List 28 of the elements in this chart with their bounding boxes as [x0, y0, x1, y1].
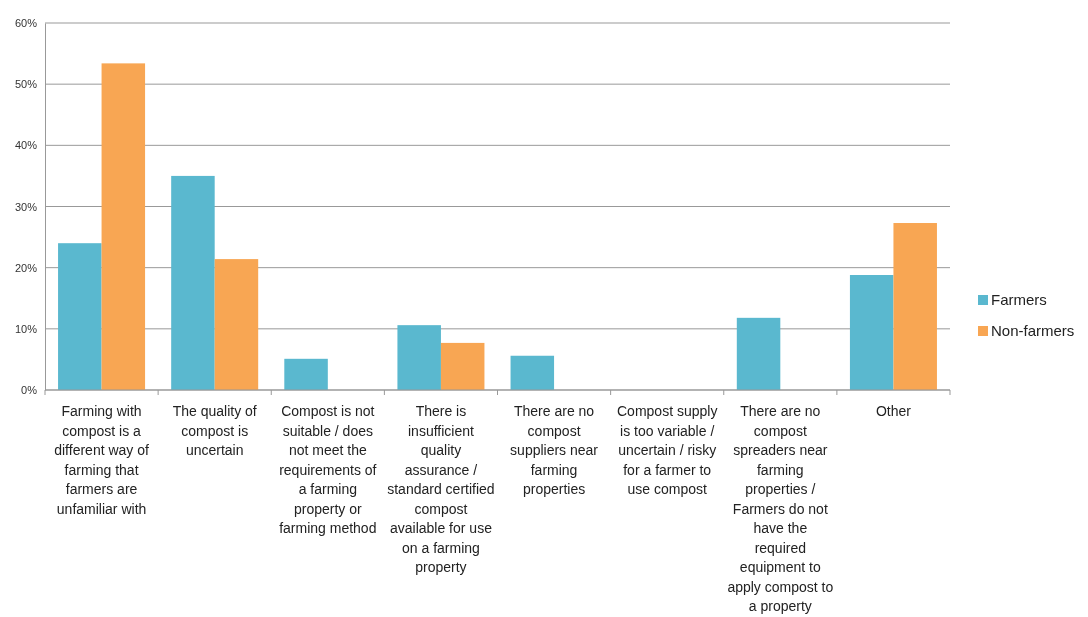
category-label: There is insufficient quality assurance / standard certified compost available for use on a farming property [387, 403, 495, 575]
y-tick-label: 30% [14, 200, 38, 213]
bar [214, 259, 259, 390]
bar [849, 275, 894, 390]
x-tick-label: Other [875, 403, 912, 419]
x-tick-label: Compost is not suitable / does not meet the requirements of a farming property or farming method [279, 403, 377, 536]
bar [440, 342, 485, 390]
x-tick-label: Compost supply is too variable / uncertain / risky for a farmer to use compost [616, 403, 718, 497]
bar [397, 325, 441, 390]
y-tick-label: 0% [21, 384, 38, 397]
y-tick-label: 60% [14, 17, 38, 30]
bar [101, 63, 146, 390]
y-tick-label: 10% [14, 322, 38, 335]
y-tick-label: 20% [14, 261, 38, 274]
bar [510, 355, 555, 390]
legend-label: Farmers [991, 291, 1047, 308]
x-tick-label: Farming with compost is a different way of farming that farmers are unfamiliar with [54, 403, 150, 517]
y-tick-label: 40% [14, 139, 38, 152]
bar [893, 223, 937, 390]
bar [284, 358, 328, 390]
bar [171, 175, 215, 390]
x-tick-label: There are no compost suppliers near farming properties [510, 403, 599, 497]
category-label: There are no compost spreaders near farming properties / Farmers do not have the required equipment to apply compost to a property [727, 403, 834, 614]
y-tick-label: 50% [14, 78, 38, 91]
x-tick-label: The quality of compost is uncertain [172, 403, 257, 458]
bar [736, 317, 781, 390]
legend-label: Non-farmers [991, 322, 1075, 339]
bar [58, 243, 102, 390]
